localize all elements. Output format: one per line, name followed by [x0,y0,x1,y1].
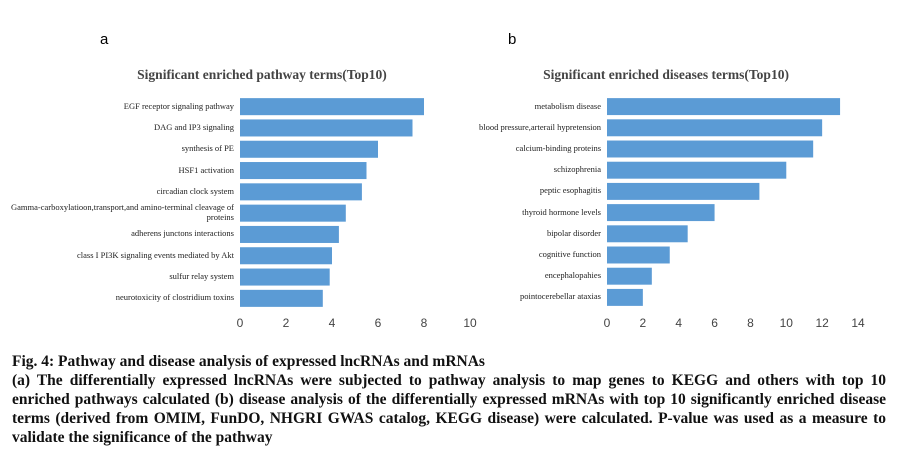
bar [607,204,715,222]
bar [607,140,814,158]
bar [240,140,378,158]
x-tick-label: 6 [711,316,718,330]
y-tick-label: adherens junctons interactions [131,228,234,239]
caption-text: (a) The differentially expressed lncRNAs… [12,372,886,446]
y-tick-label: encephalopahies [544,270,601,281]
bar [607,288,643,306]
y-tick-label: neurotoxicity of clostridium toxins [115,292,234,303]
bar [607,246,670,264]
bar [240,268,330,286]
x-tick-label: 4 [329,316,336,330]
y-tick-label: metabolism disease [534,100,601,111]
caption: Fig. 4: Pathway and disease analysis of … [12,352,886,447]
bar [240,289,323,307]
bar [240,119,413,137]
y-tick-label: bipolar disorder [546,227,601,238]
bar [607,161,787,179]
y-tick-label: EGF receptor signaling pathway [123,100,234,111]
bar [240,225,339,243]
y-tick-label: class I PI3K signaling events mediated b… [77,249,234,260]
bar [607,225,688,243]
bar [240,183,362,201]
bar [240,204,346,222]
panel-label: b [508,31,516,48]
x-tick-label: 10 [463,316,477,330]
x-tick-label: 8 [421,316,428,330]
panel-label: a [100,31,109,48]
bar [240,98,424,116]
bar [240,162,367,180]
bar [607,98,841,116]
y-tick-label: peptic esophagitis [539,185,601,196]
y-tick-label: HSF1 activation [178,164,234,175]
bar [607,119,823,137]
y-tick-label: Gamma-carboxylatioon,transport,and amino… [10,202,234,223]
caption-title: Fig. 4: Pathway and disease analysis of … [12,353,485,370]
figure: a Significant enriched pathway terms(Top1… [100,31,865,330]
chart-title: Significant enriched diseases terms(Top1… [543,67,789,82]
bar [607,182,760,200]
y-tick-label: thyroid hormone levels [522,206,601,217]
y-tick-label: synthesis of PE [181,143,234,154]
y-tick-label: circadian clock system [156,185,234,196]
chart-title: Significant enriched pathway terms(Top10… [137,67,387,82]
x-tick-label: 0 [604,316,611,330]
x-tick-label: 14 [851,316,865,330]
bar [240,247,332,265]
x-tick-label: 12 [815,316,829,330]
bar [607,267,652,285]
x-tick-label: 4 [675,316,682,330]
x-tick-label: 0 [237,316,244,330]
y-tick-label: blood pressure,arterail hypretension [478,121,601,132]
y-tick-label: DAG and IP3 signaling [153,122,234,133]
y-tick-label: schizophrenia [553,164,601,175]
y-tick-label: pointocerebellar ataxias [520,291,601,302]
x-tick-label: 6 [375,316,382,330]
y-tick-label: calcium-binding proteins [515,143,601,154]
x-tick-label: 2 [283,316,290,330]
x-tick-label: 10 [780,316,794,330]
x-tick-label: 2 [640,316,647,330]
y-tick-label: cognitive function [538,249,601,260]
y-tick-label: sulfur relay system [169,271,234,282]
x-tick-label: 8 [747,316,754,330]
